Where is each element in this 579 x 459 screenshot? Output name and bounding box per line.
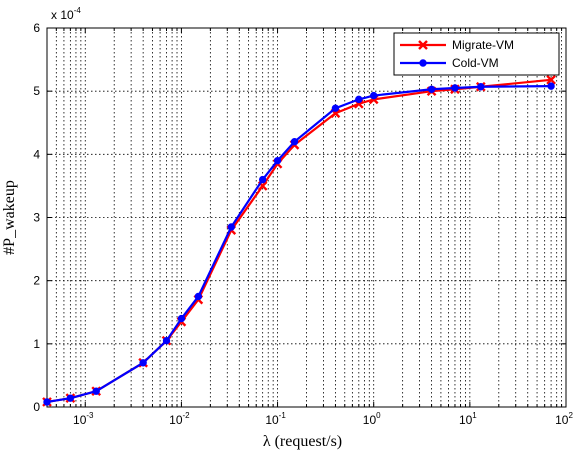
legend-item-cold-vm: Cold-VM <box>400 56 499 70</box>
legend-item-migrate-vm: Migrate-VM <box>400 38 514 52</box>
legend-label: Migrate-VM <box>452 38 514 52</box>
legend-migrate-vm-marker <box>418 40 428 50</box>
x-tick-base: 10 <box>265 413 279 427</box>
legend-box <box>393 32 560 76</box>
y-tick-label: 4 <box>33 147 40 161</box>
cold-vm-marker <box>66 394 75 402</box>
cold-vm-line <box>46 85 552 404</box>
x-tick-label: 10-3 <box>73 411 94 427</box>
x-tick-exponent: 1 <box>472 411 477 420</box>
series-group <box>42 74 556 407</box>
legend: Migrate-VM Cold-VM <box>393 32 560 76</box>
x-tick-label: 102 <box>555 411 573 427</box>
y-multiplier-exponent: -4 <box>74 6 82 15</box>
x-tick-label: 101 <box>459 411 477 427</box>
cold-vm-marker <box>477 83 485 91</box>
cold-vm-marker <box>92 387 100 395</box>
x-tick-base: 10 <box>555 413 569 427</box>
x-tick-label: 10-2 <box>169 411 190 427</box>
cold-vm-marker <box>451 84 459 92</box>
legend-label: Cold-VM <box>452 56 499 70</box>
x-tick-exponent: -1 <box>279 411 287 420</box>
y-tick-label: 0 <box>33 400 40 414</box>
cold-vm-marker <box>227 223 235 231</box>
cold-vm-marker <box>43 398 51 406</box>
series-cold-vm <box>43 82 555 406</box>
y-tick-label: 5 <box>33 84 40 98</box>
x-tick-base: 10 <box>363 413 377 427</box>
x-tick-base: 10 <box>459 413 473 427</box>
cold-vm-marker <box>547 82 555 90</box>
grid <box>47 28 566 407</box>
cold-vm-marker <box>162 336 171 345</box>
cold-vm-marker <box>355 95 363 104</box>
cold-vm-marker <box>331 104 340 112</box>
y-tick-label: 3 <box>33 211 40 225</box>
y-multiplier-label: x 10-4 <box>51 6 81 22</box>
cold-vm-marker <box>139 359 147 367</box>
legend-cold-vm-marker <box>419 59 427 67</box>
x-tick-exponent: 0 <box>376 411 381 420</box>
y-tick-label: 2 <box>33 274 40 288</box>
x-tick-base: 10 <box>73 413 87 427</box>
cold-vm-marker <box>290 138 299 146</box>
x-tick-label: 10-1 <box>265 411 286 427</box>
x-tick-exponent: 2 <box>568 411 573 420</box>
x-tick-label: 100 <box>363 411 381 427</box>
y-tick-label: 1 <box>33 337 40 351</box>
x-tick-base: 10 <box>169 413 183 427</box>
cold-vm-marker <box>194 292 203 301</box>
x-axis-label: λ (request/s) <box>263 433 342 450</box>
y-axis-label: #P_wakeup <box>1 180 18 255</box>
x-tick-exponent: -3 <box>86 411 94 420</box>
cold-vm-marker <box>177 314 186 323</box>
x-tick-exponent: -2 <box>183 411 191 420</box>
cold-vm-marker <box>370 91 378 100</box>
y-multiplier-base: x 10 <box>51 8 74 22</box>
migrate-vm-marker <box>546 74 556 85</box>
cold-vm-marker <box>427 85 436 93</box>
cold-vm-marker <box>273 156 282 165</box>
cold-vm-marker <box>258 175 267 184</box>
y-tick-label: 6 <box>33 21 40 35</box>
